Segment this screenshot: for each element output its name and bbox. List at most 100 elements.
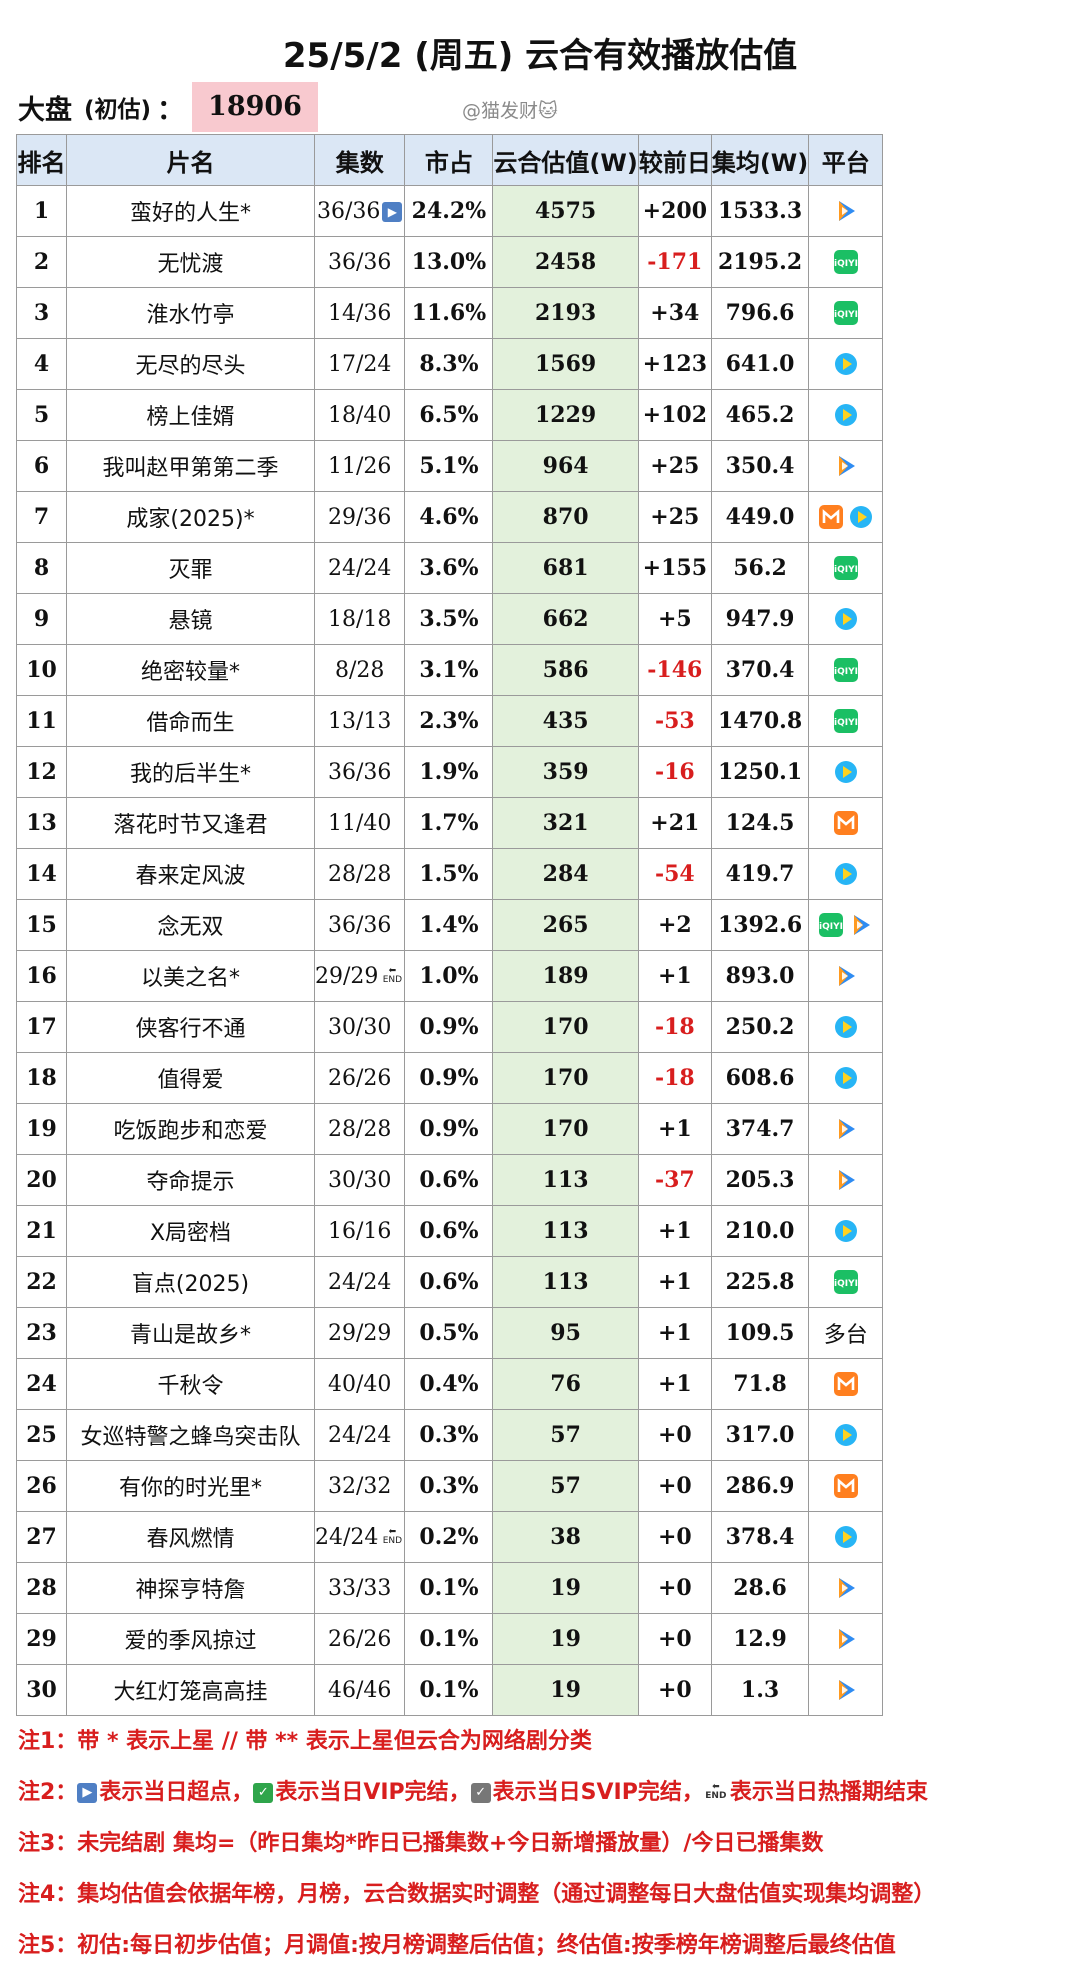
row-platform xyxy=(808,1613,884,1665)
iqiyi-platform-icon: iQIYI xyxy=(831,657,861,682)
row-platform xyxy=(808,338,884,390)
row-share: 3.6% xyxy=(404,542,494,594)
row-title: 吃饭跑步和恋爱 xyxy=(66,1103,315,1155)
row-episodes-value: 26/26 xyxy=(328,1626,392,1652)
row-average: 286.9 xyxy=(710,1460,810,1512)
iqiyi-platform-icon: iQIYI xyxy=(831,300,861,325)
note-5: 注5：初估:每日初步估值；月调值:按月榜调整后估值；终估值:按季榜年榜调整后最终… xyxy=(18,1933,896,1958)
row-estimate: 113 xyxy=(492,1256,639,1308)
row-episodes-value: 40/40 xyxy=(328,1371,392,1397)
col-header-name: 片名 xyxy=(66,134,315,186)
table-row: 2 无忧渡 36/36 13.0% 2458 -171 2195.2 iQIYI xyxy=(16,236,884,288)
youku-platform-icon xyxy=(831,1065,861,1090)
row-title: 以美之名* xyxy=(66,950,315,1002)
summary-colon: ： xyxy=(157,94,185,126)
row-share: 0.1% xyxy=(404,1664,494,1716)
table-row: 5 榜上佳婿 18/40 6.5% 1229 +102 465.2 xyxy=(16,389,884,441)
end-arrow-icon: ⬅ END xyxy=(380,966,404,987)
row-share: 1.9% xyxy=(404,746,494,798)
row-title: 绝密较量* xyxy=(66,644,315,696)
row-share: 4.6% xyxy=(404,491,494,543)
row-episodes: 24/24 xyxy=(313,1409,406,1461)
row-estimate: 1569 xyxy=(492,338,639,390)
tencent-platform-icon xyxy=(831,1677,861,1702)
row-average: 28.6 xyxy=(710,1562,810,1614)
row-average: 109.5 xyxy=(710,1307,810,1359)
row-platform: iQIYI xyxy=(808,695,884,747)
row-change: +0 xyxy=(637,1664,712,1716)
row-share: 1.7% xyxy=(404,797,494,849)
row-estimate: 870 xyxy=(492,491,639,543)
row-episodes-value: 46/46 xyxy=(328,1677,392,1703)
row-estimate: 4575 xyxy=(492,185,639,237)
row-rank: 2 xyxy=(16,236,67,288)
platform-text: 多台 xyxy=(823,1323,868,1348)
row-title: 千秋令 xyxy=(66,1358,315,1410)
row-share: 11.6% xyxy=(404,287,494,339)
row-title: 榜上佳婿 xyxy=(66,389,315,441)
fast-forward-icon: ▶ xyxy=(77,1783,98,1803)
row-estimate: 662 xyxy=(492,593,639,645)
row-estimate: 2193 xyxy=(492,287,639,339)
svg-text:iQIYI: iQIYI xyxy=(834,667,858,677)
tencent-platform-icon xyxy=(831,453,861,478)
row-change: +5 xyxy=(637,593,712,645)
youku-platform-icon xyxy=(831,606,861,631)
row-rank: 23 xyxy=(16,1307,67,1359)
row-episodes-value: 8/28 xyxy=(335,657,385,683)
row-average: 350.4 xyxy=(710,440,810,492)
row-title: 悬镜 xyxy=(66,593,315,645)
tencent-platform-icon xyxy=(831,198,861,223)
row-estimate: 19 xyxy=(492,1562,639,1614)
row-change: -18 xyxy=(637,1001,712,1053)
row-episodes: 24/24 xyxy=(313,1256,406,1308)
row-average: 2195.2 xyxy=(710,236,810,288)
row-title: 我的后半生* xyxy=(66,746,315,798)
note-2-vip-text: 表示当日VIP完结， xyxy=(275,1780,471,1805)
row-episodes: 11/40 xyxy=(313,797,406,849)
row-estimate: 321 xyxy=(492,797,639,849)
row-rank: 11 xyxy=(16,695,67,747)
row-rank: 19 xyxy=(16,1103,67,1155)
row-estimate: 681 xyxy=(492,542,639,594)
row-rank: 15 xyxy=(16,899,67,951)
row-title: 念无双 xyxy=(66,899,315,951)
col-header-rank: 排名 xyxy=(16,134,67,186)
note-2-end-text: 表示当日热播期结束 xyxy=(729,1780,928,1805)
row-average: 465.2 xyxy=(710,389,810,441)
row-title: 蛮好的人生* xyxy=(66,185,315,237)
row-platform xyxy=(808,491,884,543)
row-estimate: 284 xyxy=(492,848,639,900)
mango-platform-icon xyxy=(831,1371,861,1396)
summary-sub-label: (初估) xyxy=(84,97,152,123)
row-rank: 10 xyxy=(16,644,67,696)
row-platform: iQIYI xyxy=(808,287,884,339)
row-rank: 26 xyxy=(16,1460,67,1512)
row-average: 124.5 xyxy=(710,797,810,849)
row-episodes-value: 29/29 xyxy=(328,1320,392,1346)
iqiyi-platform-icon: iQIYI xyxy=(831,555,861,580)
row-share: 0.3% xyxy=(404,1409,494,1461)
row-change: +1 xyxy=(637,1205,712,1257)
row-share: 0.9% xyxy=(404,1001,494,1053)
row-episodes: 26/26 xyxy=(313,1052,406,1104)
table-row: 17 侠客行不通 30/30 0.9% 170 -18 250.2 xyxy=(16,1001,884,1053)
row-estimate: 57 xyxy=(492,1409,639,1461)
svg-text:iQIYI: iQIYI xyxy=(834,718,858,728)
row-estimate: 19 xyxy=(492,1664,639,1716)
row-title: 夺命提示 xyxy=(66,1154,315,1206)
row-share: 0.5% xyxy=(404,1307,494,1359)
page-title: 25/5/2 (周五) 云合有效播放估值 xyxy=(282,36,798,76)
row-rank: 22 xyxy=(16,1256,67,1308)
row-platform xyxy=(808,593,884,645)
row-episodes: 18/40 xyxy=(313,389,406,441)
table-row: 6 我叫赵甲第第二季 11/26 5.1% 964 +25 350.4 xyxy=(16,440,884,492)
row-episodes: 17/24 xyxy=(313,338,406,390)
table-row: 28 神探亨特詹 33/33 0.1% 19 +0 28.6 xyxy=(16,1562,884,1614)
table-row: 25 女巡特警之蜂鸟突击队 24/24 0.3% 57 +0 317.0 xyxy=(16,1409,884,1461)
row-change: +1 xyxy=(637,1358,712,1410)
row-rank: 1 xyxy=(16,185,67,237)
youku-platform-icon xyxy=(831,402,861,427)
row-change: +102 xyxy=(637,389,712,441)
end-arrow-icon: ⬅ END xyxy=(380,1527,404,1548)
